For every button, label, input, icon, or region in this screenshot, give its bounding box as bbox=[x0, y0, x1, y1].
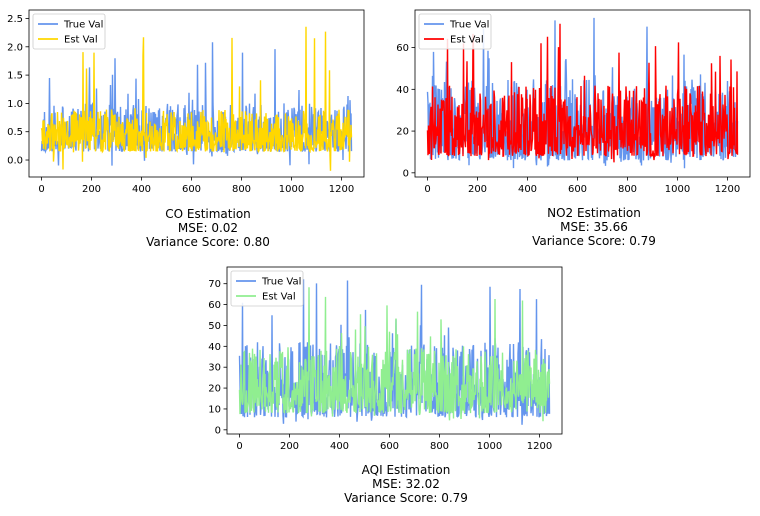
no2-plot-frame bbox=[414, 9, 751, 178]
aqi-y-tick-label: 50 bbox=[208, 321, 221, 332]
aqi-x-tick-label: 1000 bbox=[477, 441, 502, 452]
aqi-plot-frame bbox=[226, 266, 563, 435]
no2-chart: 0 200 400 600 800 1000 1200 0 20 40 60 True Val Est … bbox=[396, 9, 751, 195]
aqi-y-tick-label: 40 bbox=[208, 342, 221, 353]
aqi-caption: AQI Estimation MSE: 32.02 Variance Score… bbox=[306, 463, 506, 505]
aqi-caption-variance: Variance Score: 0.79 bbox=[344, 491, 468, 505]
co-legend-label: Est Val bbox=[64, 35, 98, 46]
co-y-tick-label: 2.5 bbox=[7, 14, 23, 25]
no2-y-tick-label: 40 bbox=[396, 85, 409, 96]
aqi-x-tick-label: 600 bbox=[380, 441, 399, 452]
aqi-caption-title: AQI Estimation bbox=[361, 463, 451, 477]
co-x-tick-label: 400 bbox=[132, 184, 151, 195]
aqi-legend-box bbox=[230, 270, 304, 307]
no2-x-tick-label: 1000 bbox=[665, 184, 690, 195]
no2-y-tick-label: 20 bbox=[396, 127, 409, 138]
co-chart: 0 200 400 600 800 1000 1200 0.0 0.5 1.0 1.5 2.0 2.5 T… bbox=[7, 9, 365, 195]
aqi-caption-mse: MSE: 32.02 bbox=[372, 477, 440, 491]
no2-legend: True Val Est Val bbox=[418, 13, 492, 50]
co-x-tick-label: 200 bbox=[82, 184, 101, 195]
no2-x-tick-label: 600 bbox=[568, 184, 587, 195]
no2-caption-variance: Variance Score: 0.79 bbox=[532, 234, 656, 248]
aqi-series-true-val-line bbox=[238, 279, 551, 425]
no2-legend-box bbox=[418, 13, 492, 50]
co-y-tick-label: 0.0 bbox=[7, 156, 23, 167]
co-y-tick-label: 2.0 bbox=[7, 42, 23, 53]
co-plot-frame bbox=[28, 9, 365, 178]
co-y-tick-label: 1.5 bbox=[7, 71, 23, 82]
no2-series-est-val-line bbox=[426, 23, 739, 163]
co-y-tick-label: 0.5 bbox=[7, 127, 23, 138]
no2-x-tick-label: 0 bbox=[424, 184, 430, 195]
aqi-x-tick-label: 0 bbox=[236, 441, 242, 452]
aqi-y-tick-label: 60 bbox=[208, 300, 221, 311]
no2-x-tick-label: 400 bbox=[518, 184, 537, 195]
aqi-x-tick-label: 200 bbox=[280, 441, 299, 452]
aqi-y-tick-label: 70 bbox=[208, 279, 221, 290]
co-caption: CO Estimation MSE: 0.02 Variance Score: … bbox=[108, 207, 308, 249]
aqi-y-tick-label: 0 bbox=[215, 425, 221, 436]
co-legend: True Val Est Val bbox=[32, 13, 106, 50]
aqi-legend-label: Est Val bbox=[262, 292, 296, 303]
co-x-tick-label: 0 bbox=[38, 184, 44, 195]
aqi-x-tick-label: 800 bbox=[430, 441, 449, 452]
co-series-est-val-line bbox=[40, 26, 353, 171]
no2-x-tick-label: 800 bbox=[618, 184, 637, 195]
aqi-legend: True Val Est Val bbox=[230, 270, 304, 307]
no2-legend-label: Est Val bbox=[450, 35, 484, 46]
aqi-y-tick-label: 10 bbox=[208, 404, 221, 415]
co-x-tick-label: 1200 bbox=[329, 184, 354, 195]
aqi-x-tick-label: 400 bbox=[330, 441, 349, 452]
co-caption-mse: MSE: 0.02 bbox=[177, 221, 239, 235]
no2-x-tick-label: 200 bbox=[468, 184, 487, 195]
aqi-y-tick-label: 20 bbox=[208, 384, 221, 395]
co-x-tick-label: 600 bbox=[182, 184, 201, 195]
co-x-tick-label: 1000 bbox=[279, 184, 304, 195]
co-legend-box bbox=[32, 13, 106, 50]
no2-y-tick-label: 60 bbox=[396, 43, 409, 54]
aqi-legend-label: True Val bbox=[261, 277, 301, 288]
aqi-chart: 0 200 400 600 800 1000 1200 0 10 20 30 40 50 60 70 True… bbox=[208, 266, 563, 452]
no2-caption: NO2 Estimation MSE: 35.66 Variance Score… bbox=[494, 206, 694, 248]
no2-caption-mse: MSE: 35.66 bbox=[560, 220, 628, 234]
co-legend-label: True Val bbox=[63, 20, 103, 31]
co-caption-variance: Variance Score: 0.80 bbox=[146, 235, 270, 249]
no2-legend-label: True Val bbox=[449, 20, 489, 31]
co-x-tick-label: 800 bbox=[232, 184, 251, 195]
co-y-tick-label: 1.0 bbox=[7, 99, 23, 110]
no2-caption-title: NO2 Estimation bbox=[547, 206, 641, 220]
aqi-y-tick-label: 30 bbox=[208, 363, 221, 374]
no2-y-tick-label: 0 bbox=[403, 168, 409, 179]
aqi-x-tick-label: 1200 bbox=[527, 441, 552, 452]
no2-x-tick-label: 1200 bbox=[715, 184, 740, 195]
aqi-series-est-val-line bbox=[238, 287, 551, 422]
co-caption-title: CO Estimation bbox=[165, 207, 251, 221]
